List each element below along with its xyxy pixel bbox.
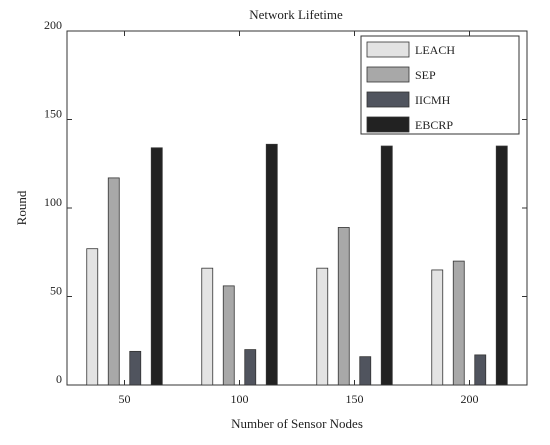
y-tick-label-1: 50 <box>50 284 62 298</box>
y-axis: 0 50 100 150 200 <box>44 18 527 386</box>
legend-swatch-ebcrp <box>366 116 410 133</box>
legend-swatch-iicmh <box>366 91 410 108</box>
bar-leach-50 <box>86 248 99 386</box>
legend-label-ebcrp: EBCRP <box>415 118 453 132</box>
bar-iicmh-150 <box>359 356 372 386</box>
bar-iicmh-200 <box>474 354 487 386</box>
bar-sep-100 <box>222 285 235 386</box>
y-tick-label-3: 150 <box>44 107 62 121</box>
legend-label-leach: LEACH <box>415 43 455 57</box>
x-tick-label-2: 150 <box>346 392 364 406</box>
legend-swatch-leach <box>366 41 410 58</box>
chart-title: Network Lifetime <box>249 7 343 22</box>
legend-label-iicmh: IICMH <box>415 93 451 107</box>
x-tick-label-3: 200 <box>461 392 479 406</box>
bar-sep-200 <box>452 260 465 386</box>
bar-ebcrp-200 <box>495 145 508 386</box>
x-tick-label-0: 50 <box>119 392 131 406</box>
y-tick-label-4: 200 <box>44 18 62 32</box>
y-tick-label-0: 0 <box>56 372 62 386</box>
y-axis-label: Round <box>14 190 29 225</box>
bar-ebcrp-150 <box>380 145 393 386</box>
bar-leach-100 <box>201 267 214 386</box>
bar-sep-50 <box>107 177 120 386</box>
bar-iicmh-100 <box>244 349 257 386</box>
bar-ebcrp-50 <box>150 147 163 386</box>
x-tick-label-1: 100 <box>231 392 249 406</box>
x-axis-label: Number of Sensor Nodes <box>231 416 363 431</box>
bar-leach-150 <box>316 267 329 386</box>
x-axis: 50 100 150 200 <box>119 31 479 406</box>
bar-ebcrp-100 <box>265 143 278 386</box>
legend-swatch-sep <box>366 66 410 83</box>
legend: LEACH SEP IICMH EBCRP <box>360 35 520 135</box>
bar-sep-150 <box>337 227 350 386</box>
bar-leach-200 <box>431 269 444 386</box>
bars <box>86 143 508 386</box>
legend-label-sep: SEP <box>415 68 436 82</box>
bar-iicmh-50 <box>129 350 142 386</box>
y-tick-label-2: 100 <box>44 195 62 209</box>
